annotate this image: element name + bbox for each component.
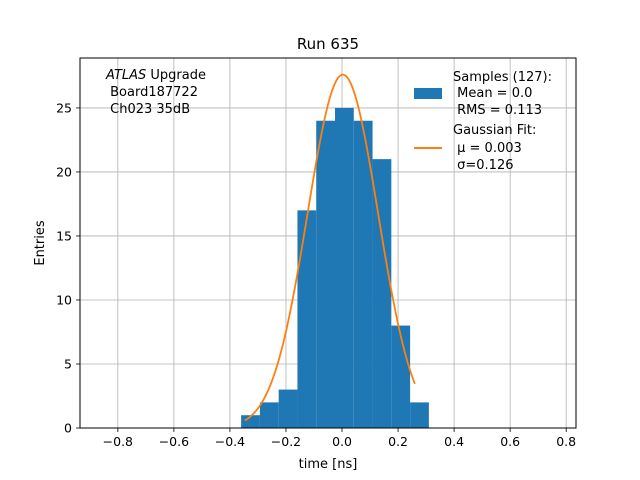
legend-fit-line-1: Gaussian Fit:: [453, 123, 536, 138]
histogram-bar: [335, 107, 354, 429]
histogram-bar: [297, 210, 317, 428]
gaussian-fit-line: [244, 73, 416, 422]
legend-samples-line-2: Mean = 0.0: [453, 86, 532, 101]
x-tick-label: 0.4: [444, 434, 464, 449]
legend-fit-line-2: μ = 0.003: [453, 141, 522, 156]
annotation-line-1: ATLAS Upgrade: [105, 68, 206, 83]
y-tick-label: 20: [56, 164, 72, 179]
x-tick-label: −0.6: [159, 434, 189, 449]
y-axis-title: Entries: [33, 220, 48, 266]
y-tick-label: 5: [64, 356, 72, 371]
plot-frame: [79, 57, 577, 429]
histogram-bar: [391, 325, 411, 428]
histogram-bar: [316, 120, 336, 428]
histogram-bar: [353, 120, 373, 428]
legend-fit-line-3: σ=0.126: [453, 158, 513, 173]
x-tick-label: 0.8: [556, 434, 576, 449]
x-tick-label: −0.8: [103, 434, 133, 449]
y-axis-ticks: 0 5 10 15 20 25: [56, 100, 80, 436]
x-tick-label: −0.2: [271, 434, 301, 449]
x-tick-label: 0.0: [332, 434, 352, 449]
fit-curve-layer: [244, 73, 416, 422]
annotation-block: ATLAS Upgrade Board187722 Ch023 35dB: [105, 68, 206, 117]
chart-title: Run 635: [297, 35, 359, 53]
annotation-line-2: Board187722: [106, 85, 198, 100]
x-tick-label: 0.2: [388, 434, 408, 449]
legend-samples-line-1: Samples (127):: [453, 70, 552, 85]
annotation-line-3: Ch023 35dB: [106, 102, 190, 117]
histogram-bar: [241, 415, 260, 428]
histogram-bar: [259, 402, 279, 428]
y-tick-label: 15: [56, 228, 72, 243]
histogram-bar: [278, 389, 298, 428]
legend-samples-line-3: RMS = 0.113: [453, 103, 542, 118]
y-tick-label: 25: [56, 100, 72, 115]
y-tick-label: 10: [56, 292, 72, 307]
x-axis-ticks: −0.8 −0.6 −0.4 −0.2 0.0 0.2 0.4 0.6 0.8: [103, 428, 576, 449]
legend: Samples (127): Mean = 0.0 RMS = 0.113 Ga…: [414, 70, 552, 173]
x-tick-label: 0.6: [500, 434, 520, 449]
x-axis-title: time [ns]: [299, 457, 358, 472]
histogram-bars: [241, 107, 429, 429]
histogram-bar: [410, 402, 429, 428]
y-tick-label: 0: [64, 421, 72, 436]
histogram-bar: [372, 159, 392, 429]
x-tick-label: −0.4: [215, 434, 245, 449]
legend-samples-swatch: [414, 88, 442, 99]
